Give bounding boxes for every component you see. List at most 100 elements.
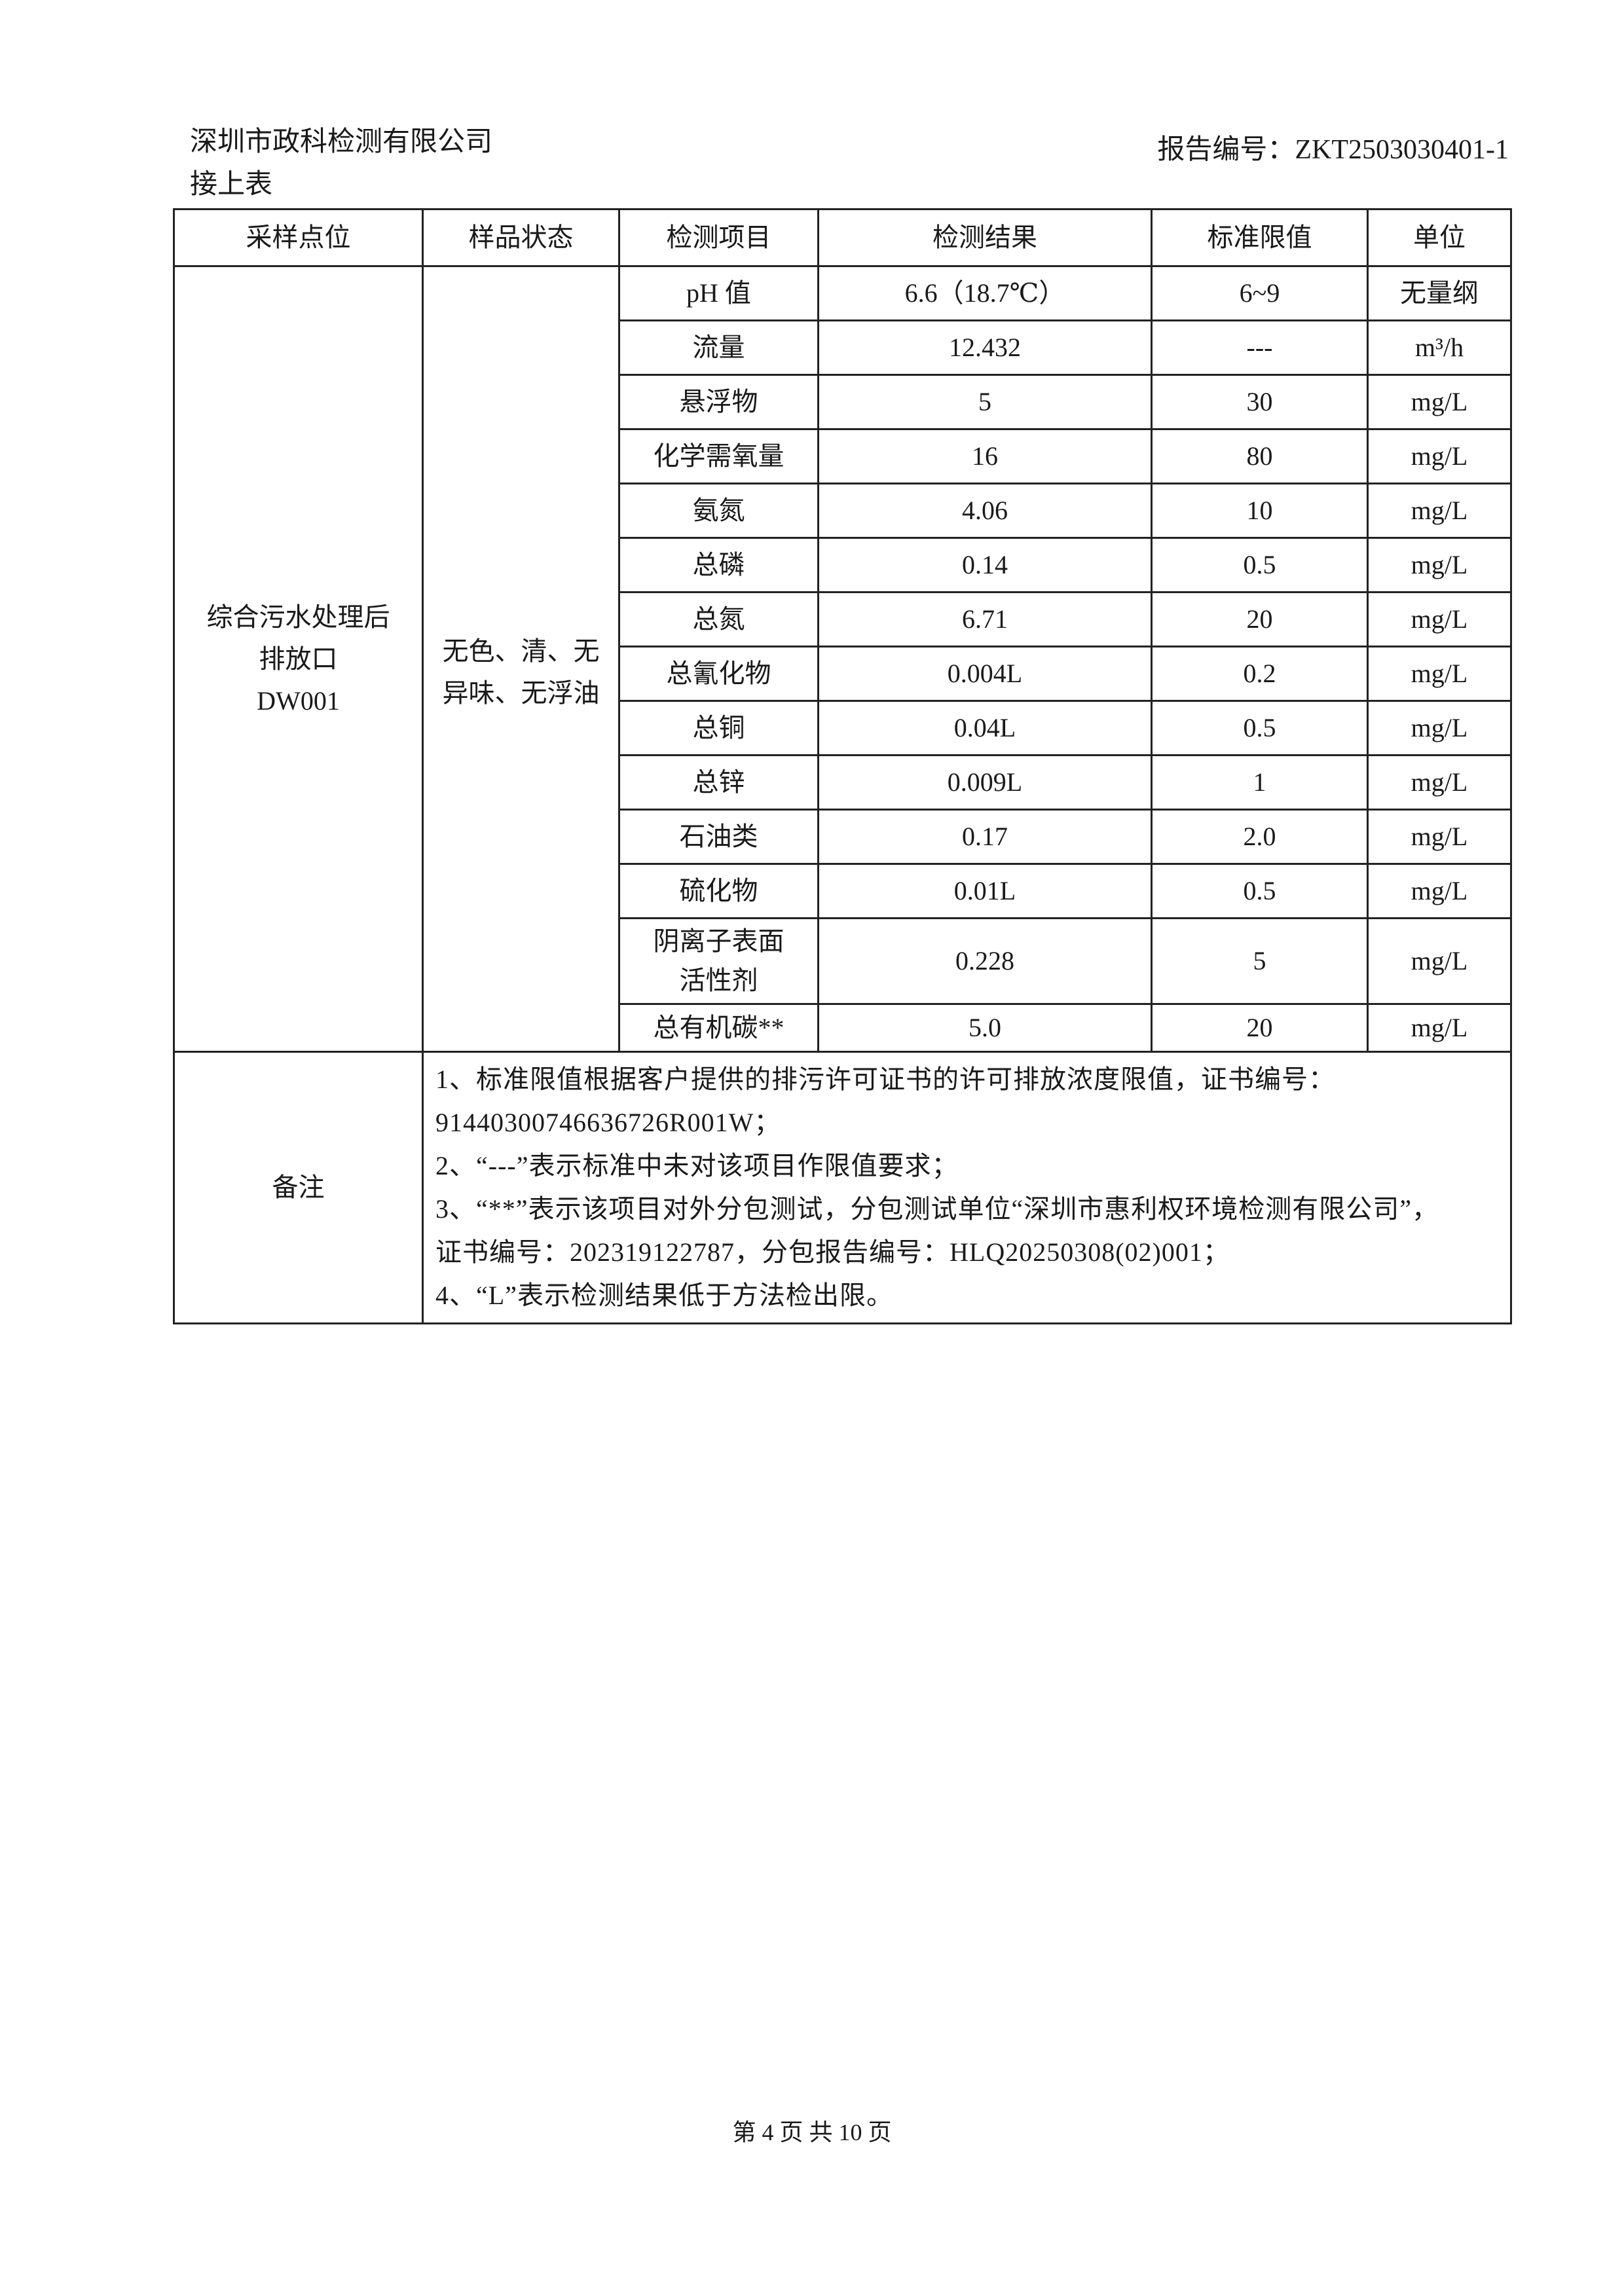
test-item: 总氮 [618,591,819,647]
test-item: 悬浮物 [618,374,819,430]
test-item: 总锌 [618,754,819,811]
unit: mg/L [1367,917,1512,1005]
standard-limit: 6~9 [1151,265,1369,321]
unit: mg/L [1367,863,1512,919]
unit: mg/L [1367,754,1512,811]
standard-limit: 0.5 [1151,863,1369,919]
site-line: 排放口 [259,644,338,674]
unit: m³/h [1367,319,1512,376]
test-result: 0.04L [817,700,1153,756]
table-row: 悬浮物 5 30 mg/L [174,374,1512,430]
sampling-site: 综合污水处理后 排放口 DW001 [173,265,424,1053]
unit: mg/L [1367,646,1512,702]
test-result: 6.6（18.7℃） [817,265,1153,321]
test-result: 6.71 [817,591,1153,647]
unit: 无量纲 [1367,265,1512,321]
test-result: 0.009L [817,754,1153,811]
test-result: 16 [817,428,1153,484]
table-row: 硫化物 0.01L 0.5 mg/L [174,863,1512,919]
standard-limit: 2.0 [1151,809,1369,865]
col-header: 标准限值 [1151,208,1369,267]
test-item: 硫化物 [618,863,819,919]
col-header: 单位 [1367,208,1512,267]
table-row: 总铜 0.04L 0.5 mg/L [174,700,1512,756]
test-result: 0.01L [817,863,1153,919]
standard-limit: 20 [1151,591,1369,647]
table-row: 总有机碳** 5.0 20 mg/L [174,1003,1512,1053]
note-line: 91440300746636726R001W； [435,1108,781,1137]
test-item: 总铜 [618,700,819,756]
results-table: 采样点位 样品状态 检测项目 检测结果 标准限值 单位 综合污水处理后 排放口 … [173,208,1512,1324]
test-item: 总有机碳** [618,1003,819,1053]
test-result: 5.0 [817,1003,1153,1053]
table-row: 总锌 0.009L 1 mg/L [174,754,1512,811]
standard-limit: 0.5 [1151,537,1369,593]
unit: mg/L [1367,700,1512,756]
unit: mg/L [1367,591,1512,647]
test-item: pH 值 [618,265,819,321]
standard-limit: 0.2 [1151,646,1369,702]
standard-limit: 30 [1151,374,1369,430]
standard-limit: 80 [1151,428,1369,484]
test-item: 石油类 [618,809,819,865]
note-line: 3、“**”表示该项目对外分包测试，分包测试单位“深圳市惠利权环境检测有限公司”… [435,1194,1439,1224]
table-row: 总氮 6.71 20 mg/L [174,591,1512,647]
note-line: 1、标准限值根据客户提供的排污许可证书的许可排放浓度限值，证书编号： [435,1065,1335,1094]
unit: mg/L [1367,1003,1512,1053]
company-name: 深圳市政科检测有限公司 [190,127,493,157]
sample-state: 无色、清、无 异味、无浮油 [422,265,620,1053]
notes: 1、标准限值根据客户提供的排污许可证书的许可排放浓度限值，证书编号： 914403… [422,1051,1512,1324]
table-row: 流量 12.432 --- m³/h [174,319,1512,376]
col-header: 样品状态 [422,208,620,267]
site-line: DW001 [257,685,340,716]
table-row: 综合污水处理后 排放口 DW001 无色、清、无 异味、无浮油 pH 值 6.6（1… [173,265,1512,1053]
unit: mg/L [1367,809,1512,865]
note-line: 证书编号：202319122787，分包报告编号：HLQ20250308(02)… [435,1237,1230,1267]
item-line: 活性剂 [679,966,758,995]
table-row: 石油类 0.17 2.0 mg/L [174,809,1512,865]
unit: mg/L [1367,483,1512,539]
col-header: 检测结果 [817,208,1153,267]
test-result: 4.06 [817,483,1153,539]
continued-label: 接上表 [190,170,273,200]
unit: mg/L [1367,537,1512,593]
note-line: 4、“L”表示检测结果低于方法检出限。 [435,1281,893,1310]
table-row: 总磷 0.14 0.5 mg/L [174,537,1512,593]
unit: mg/L [1367,428,1512,484]
test-result: 5 [817,374,1153,430]
standard-limit: 0.5 [1151,700,1369,756]
page-number: 第 4 页 共 10 页 [732,2119,892,2145]
table-row: 阴离子表面 活性剂 0.228 5 mg/L [174,917,1512,1005]
site-line: 综合污水处理后 [206,602,390,632]
standard-limit: 10 [1151,483,1369,539]
test-item: 化学需氧量 [618,428,819,484]
state-line: 无色、清、无 [442,636,600,666]
col-header: 检测项目 [618,208,819,267]
test-result: 0.228 [817,917,1153,1005]
test-item: 流量 [618,319,819,376]
test-result: 0.004L [817,646,1153,702]
table-row: 化学需氧量 16 80 mg/L [174,428,1512,484]
test-item: 氨氮 [618,483,819,539]
test-item: 总氰化物 [618,646,819,702]
unit: mg/L [1367,374,1512,430]
table-row: 氨氮 4.06 10 mg/L [174,483,1512,539]
test-result: 12.432 [817,319,1153,376]
standard-limit: 20 [1151,1003,1369,1053]
note-line: 2、“---”表示标准中未对该项目作限值要求； [435,1151,959,1180]
state-line: 异味、无浮油 [442,678,600,708]
test-result: 0.17 [817,809,1153,865]
test-item: 阴离子表面 活性剂 [618,917,819,1005]
table-row: 总氰化物 0.004L 0.2 mg/L [174,646,1512,702]
col-header: 采样点位 [173,208,424,267]
report-number: 报告编号：ZKT2503030401-1 [1157,135,1509,165]
item-line: 阴离子表面 [653,926,784,956]
standard-limit: 1 [1151,754,1369,811]
test-item: 总磷 [618,537,819,593]
table-header-row: 采样点位 样品状态 检测项目 检测结果 标准限值 单位 [173,208,1512,267]
notes-row: 备注 1、标准限值根据客户提供的排污许可证书的许可排放浓度限值，证书编号： 9144… [173,1051,1512,1324]
standard-limit: --- [1151,319,1369,376]
standard-limit: 5 [1151,917,1369,1005]
notes-label: 备注 [173,1051,424,1324]
test-result: 0.14 [817,537,1153,593]
